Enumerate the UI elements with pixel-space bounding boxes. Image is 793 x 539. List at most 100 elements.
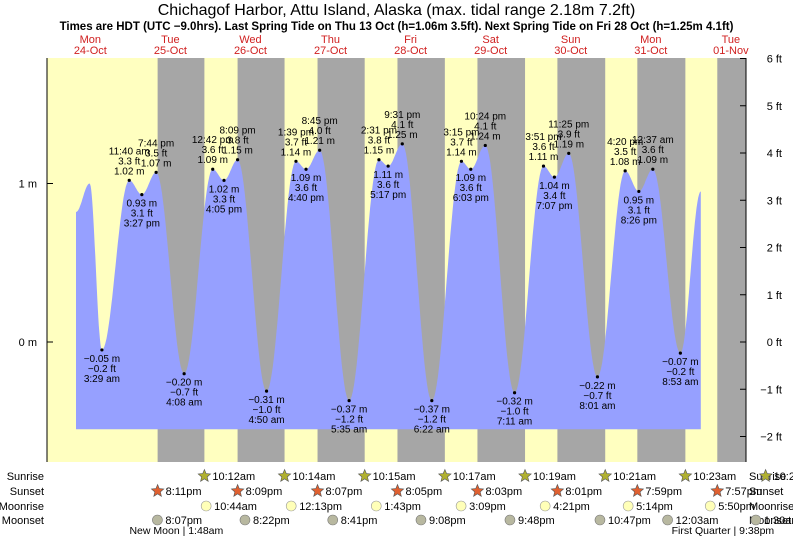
sunrise-icon <box>518 468 532 482</box>
tide-label-time: 11:40 am <box>109 146 150 157</box>
tide-label-ft: −0.2 ft <box>88 364 116 375</box>
astro-row-label-left: Moonrise <box>0 501 44 513</box>
moonset-time: 12:03am <box>676 515 719 527</box>
right-tick-label: 2 ft <box>767 243 782 255</box>
moonrise-time: 5:50pm <box>718 501 755 513</box>
moonset-time: 8:41pm <box>341 515 378 527</box>
tide-label-m: 1.09 m <box>197 155 228 166</box>
tide-label-ft: 4.1 ft <box>474 121 496 132</box>
tide-label-m: 1.14 m <box>281 147 312 158</box>
moonrise-icon <box>622 500 634 512</box>
tide-label-time: 9:31 pm <box>384 110 420 121</box>
tide-label-ft: −0.2 ft <box>666 367 694 378</box>
tide-label-ft: 3.6 ft <box>202 145 224 156</box>
day-date: 28-Oct <box>394 45 427 57</box>
right-tick-label: 1 ft <box>767 290 782 302</box>
sunrise-icon <box>598 468 613 482</box>
day-weekday: Thu <box>321 34 340 46</box>
tide-label-time: 4:50 am <box>248 415 284 426</box>
tide-point <box>318 148 322 152</box>
tide-point <box>127 178 131 182</box>
sunrise-time: 10:25am <box>774 471 793 483</box>
day-weekday: Sat <box>482 34 499 46</box>
tide-label-m: 1.21 m <box>304 136 335 147</box>
right-tick-label: 4 ft <box>767 148 782 160</box>
day-date: 01-Nov <box>713 45 749 57</box>
right-tick-label: −1 ft <box>760 384 782 396</box>
tide-label-ft: −1.0 ft <box>501 407 529 418</box>
night-band <box>717 58 746 462</box>
tide-label-m: −0.05 m <box>84 354 120 365</box>
tide-point <box>386 164 390 168</box>
moonrise-time: 10:44am <box>214 501 257 513</box>
astro-table: SunriseSunriseSunsetSunsetMoonriseMoonri… <box>0 468 793 537</box>
moonset-icon <box>594 514 606 526</box>
moonset-time: 1:30am <box>764 515 793 527</box>
tide-point <box>304 167 308 171</box>
sunset-time: 8:09pm <box>246 486 283 498</box>
tide-label-time: 5:35 am <box>331 425 367 436</box>
right-tick-label: 0 ft <box>767 337 782 349</box>
day-weekday: Wed <box>239 34 261 46</box>
day-date: 26-Oct <box>234 45 267 57</box>
tide-label-ft: 4.1 ft <box>391 120 413 131</box>
tide-label-ft: −1.2 ft <box>335 415 363 426</box>
sunrise-time: 10:23am <box>693 471 736 483</box>
tide-label-ft: 3.6 ft <box>642 145 664 156</box>
tide-label-ft: 4.0 ft <box>309 126 331 137</box>
tide-label-ft: 3.9 ft <box>558 129 580 140</box>
moonrise-icon <box>370 500 382 512</box>
tide-label-m: 1.11 m <box>529 152 559 163</box>
sunset-icon <box>150 483 165 497</box>
moonset-time: 9:48pm <box>518 515 555 527</box>
sunset-icon <box>550 483 565 497</box>
tide-label-ft: 3.7 ft <box>285 137 307 148</box>
tide-label-m: −0.20 m <box>166 378 202 389</box>
tide-label-ft: 3.6 ft <box>460 183 482 194</box>
tide-label-m: −0.31 m <box>248 395 284 406</box>
tide-point <box>140 192 144 197</box>
chart-subtitle: Times are HDT (UTC −9.0hrs). Last Spring… <box>60 21 734 33</box>
tide-point <box>483 143 487 148</box>
tide-label-time: 10:24 pm <box>464 111 506 122</box>
tide-label-time: 4:08 am <box>166 398 202 409</box>
tide-label-m: 0.93 m <box>127 199 158 210</box>
tide-label-time: 4:05 pm <box>206 204 242 215</box>
sunset-icon <box>390 483 405 497</box>
tide-label-time: 1:39 pm <box>278 127 314 138</box>
sunrise-time: 10:15am <box>373 471 416 483</box>
tide-label-time: 7:44 pm <box>138 138 174 149</box>
tide-label-m: 1.09 m <box>291 173 322 184</box>
tide-point <box>182 372 186 376</box>
sunset-time: 8:11pm <box>166 486 202 498</box>
tide-label-ft: 3.1 ft <box>131 209 153 220</box>
sunset-time: 8:03pm <box>485 486 522 498</box>
day-date: 29-Oct <box>474 45 507 57</box>
tide-label-m: 1.07 m <box>141 158 172 169</box>
tide-point <box>235 158 240 162</box>
tide-label-time: 8:09 pm <box>220 126 256 137</box>
axes: 0 m 1 m −2 ft −1 ft 0 ft 1 ft 2 ft 3 ft 4 ft 5 ft… <box>19 34 782 462</box>
tide-label-time: 3:29 am <box>84 374 120 385</box>
day-date: 31-Oct <box>634 45 667 57</box>
sunrise-icon <box>678 468 693 482</box>
sunrise-icon <box>357 468 372 482</box>
tide-label-time: 8:01 am <box>579 401 615 412</box>
moonset-icon <box>662 514 673 526</box>
tide-label-m: −0.22 m <box>579 381 615 392</box>
tide-point <box>211 167 215 171</box>
tide-label-time: 7:11 am <box>497 417 532 428</box>
right-tick-label: −2 ft <box>760 432 782 444</box>
moonset-icon <box>152 514 163 526</box>
tide-label-m: −0.32 m <box>496 397 532 408</box>
tide-label-ft: 3.8 ft <box>368 136 390 147</box>
sunset-icon <box>230 483 245 497</box>
right-tick-label: 6 ft <box>767 54 782 66</box>
tide-label-time: 6:22 am <box>414 425 450 436</box>
tide-label-time: 3:15 pm <box>443 127 479 138</box>
tide-label-m: 1.24 m <box>470 131 501 142</box>
tide-point <box>651 167 655 171</box>
tide-label-m: 1.09 m <box>455 173 486 184</box>
